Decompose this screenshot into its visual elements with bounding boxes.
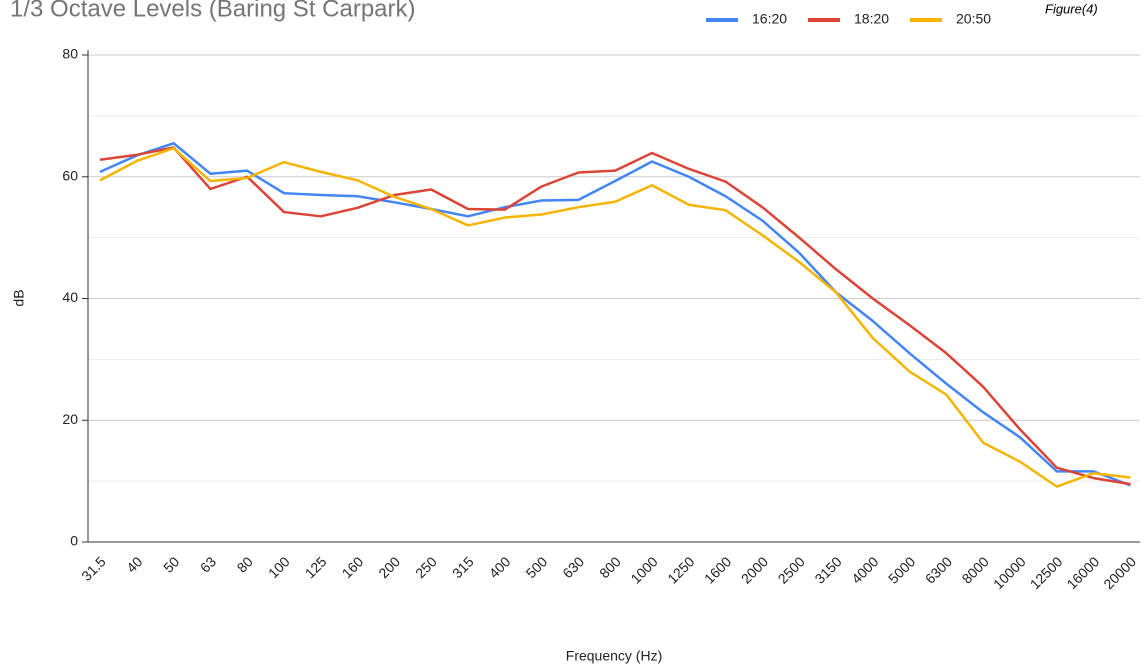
- x-tick-label: 20000: [1100, 553, 1139, 592]
- x-tick-label: 1250: [664, 553, 697, 586]
- x-tick-label: 63: [197, 553, 219, 575]
- series-line: [99, 142, 1131, 487]
- x-tick-label: 315: [449, 553, 477, 581]
- x-tick-label: 8000: [959, 553, 992, 586]
- x-tick-label: 800: [596, 553, 624, 581]
- y-tick-label: 40: [62, 289, 78, 305]
- figure-label: Figure(4): [1045, 1, 1098, 16]
- y-tick-label: 60: [62, 167, 78, 183]
- y-tick-label: 20: [62, 411, 78, 427]
- series-line: [99, 146, 1131, 488]
- x-tick-label: 5000: [885, 553, 918, 586]
- x-tick-label: 16000: [1063, 553, 1102, 592]
- legend-label: 20:50: [956, 11, 991, 27]
- chart-title: 1/3 Octave Levels (Baring St Carpark): [10, 0, 416, 22]
- plot-area: [99, 142, 1131, 488]
- x-tick-label: 400: [486, 553, 514, 581]
- x-tick-label: 50: [160, 553, 182, 575]
- x-tick-label: 250: [412, 553, 440, 581]
- x-tick-label: 2500: [775, 553, 808, 586]
- x-tick-label: 10000: [990, 553, 1029, 592]
- x-tick-label: 80: [234, 553, 256, 575]
- y-tick-label: 0: [70, 533, 78, 549]
- grid: [88, 54, 1140, 543]
- x-tick-label: 1600: [701, 553, 734, 586]
- legend-label: 16:20: [752, 11, 787, 27]
- legend-label: 18:20: [854, 11, 889, 27]
- x-tick-label: 1000: [627, 553, 660, 586]
- x-tick-label: 500: [523, 553, 551, 581]
- x-tick-label: 200: [375, 553, 403, 581]
- x-tick-label: 2000: [738, 553, 771, 586]
- x-tick-label: 3150: [811, 553, 844, 586]
- x-tick-label: 6300: [922, 553, 955, 586]
- series-line: [99, 146, 1131, 486]
- x-tick-label: 31.5: [78, 553, 109, 584]
- x-tick-label: 160: [339, 553, 367, 581]
- x-tick-label: 125: [302, 553, 330, 581]
- x-tick-label: 12500: [1027, 553, 1066, 592]
- x-tick-label: 100: [265, 553, 293, 581]
- x-axis-title: Frequency (Hz): [566, 648, 662, 664]
- x-tick-label: 40: [123, 553, 145, 575]
- y-tick-label: 80: [62, 46, 78, 62]
- x-tick-label: 630: [559, 553, 587, 581]
- x-tick-label: 4000: [848, 553, 881, 586]
- y-axis-title: dB: [11, 289, 27, 306]
